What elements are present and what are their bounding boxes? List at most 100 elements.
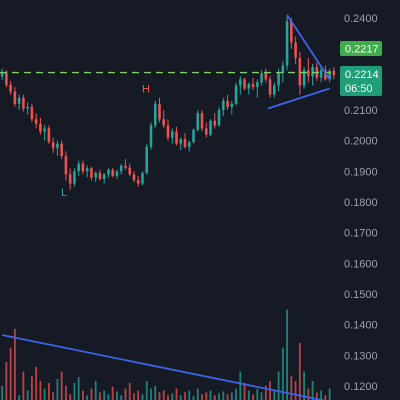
candle-body	[260, 73, 263, 83]
volume-bar	[103, 390, 106, 400]
volume-bar	[9, 347, 12, 400]
candle-body	[107, 169, 110, 175]
price-tick-label: 0.1800	[344, 197, 378, 209]
price-badge-upper	[340, 41, 382, 56]
volume-bar	[243, 382, 246, 400]
volume-bar	[315, 392, 318, 400]
volume-bar	[39, 381, 42, 400]
volume-bar	[188, 390, 191, 400]
volume-bar	[290, 376, 293, 400]
candle-body	[30, 106, 34, 120]
volume-bar	[222, 391, 225, 400]
price-tick-label: 0.1200	[344, 381, 378, 393]
volume-bar	[328, 388, 331, 400]
candle-body	[128, 167, 131, 175]
candle-body	[60, 143, 63, 156]
volume-bar	[269, 381, 271, 400]
candle-body	[124, 165, 127, 168]
candle-body	[332, 70, 336, 76]
candle-body	[90, 168, 93, 178]
candle-body	[268, 79, 272, 95]
volume-bar	[86, 395, 89, 400]
volume-bar	[235, 388, 237, 400]
candle-body	[98, 172, 102, 179]
candles	[0, 14, 336, 190]
candle-body	[145, 146, 149, 173]
volume-bar	[277, 371, 280, 400]
volume-bar	[124, 388, 127, 400]
candle-body	[324, 70, 327, 80]
volume-bar	[30, 376, 33, 400]
candle-body	[47, 128, 51, 143]
candle-body	[217, 110, 221, 126]
candle-body	[209, 120, 212, 135]
volume-bar	[120, 395, 123, 400]
candle-body	[162, 119, 166, 126]
volume-bar	[65, 385, 67, 400]
candle-body	[26, 106, 29, 109]
volume-bar	[273, 390, 276, 400]
volume-bar	[252, 394, 254, 400]
volume-bar	[324, 395, 327, 400]
volume-bar	[303, 371, 306, 400]
candle-body	[64, 156, 68, 175]
trendlines	[1, 14, 331, 400]
candle-body	[132, 174, 136, 180]
price-badge-upper-text: 0.2217	[345, 44, 379, 56]
marker-h: H	[142, 84, 150, 96]
volume-bar	[82, 390, 84, 400]
candle-body	[141, 172, 144, 184]
candle-body	[102, 174, 106, 179]
volume-bar	[179, 395, 182, 400]
candle-body	[153, 103, 157, 126]
price-tick-label: 0.2100	[344, 105, 378, 117]
volume-bar	[286, 309, 288, 400]
volume-bar	[294, 381, 297, 400]
candle-body	[94, 172, 97, 178]
price-tick-label: 0.1700	[344, 228, 378, 240]
candle-body	[285, 21, 289, 66]
candle-body	[192, 129, 195, 143]
volume-bar	[230, 392, 233, 400]
price-tick-label: 0.2400	[344, 13, 378, 25]
candle-body	[281, 65, 285, 74]
volume-bar	[307, 388, 310, 400]
volume-bar	[73, 382, 76, 400]
volume-bar	[1, 385, 4, 400]
volume-bar	[90, 388, 93, 400]
candle-body	[77, 163, 80, 172]
volume-bar	[260, 392, 263, 400]
volume-bar	[175, 388, 178, 400]
candle-body	[170, 131, 174, 138]
candle-body	[307, 70, 310, 77]
candle-body	[247, 83, 251, 89]
volume-bar	[22, 371, 25, 400]
candle-body	[43, 128, 46, 132]
candle-body	[34, 119, 38, 124]
volume-bar	[107, 394, 110, 400]
volume-bar	[116, 391, 118, 400]
volume-bar	[239, 371, 242, 400]
price-badge-last-text: 0.2214	[345, 69, 379, 81]
volume-bar	[52, 392, 55, 400]
candle-body	[196, 113, 200, 130]
price-badges: 0.2217 0.2214 06:50	[340, 41, 382, 96]
volume-bar	[167, 395, 169, 400]
candle-body	[234, 85, 238, 104]
trendline-triangle-upper	[286, 14, 331, 80]
candle-body	[56, 143, 59, 149]
volume-bar	[218, 393, 220, 400]
candle-body	[175, 131, 178, 144]
candle-countdown-text: 06:50	[345, 83, 373, 95]
volume-bar	[43, 388, 46, 400]
candle-body	[213, 120, 217, 126]
volume-bar	[150, 388, 152, 400]
candle-body	[311, 67, 314, 77]
volume-bar	[56, 379, 59, 400]
candle-body	[273, 85, 276, 95]
volume-bar	[209, 390, 212, 400]
volume-bar	[60, 371, 63, 400]
price-tick-label: 0.2000	[344, 136, 378, 148]
volume-bar	[69, 394, 72, 400]
